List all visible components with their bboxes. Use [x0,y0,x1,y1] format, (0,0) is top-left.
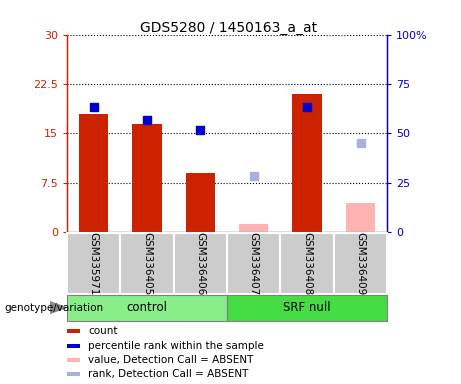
Text: SRF null: SRF null [284,301,331,314]
Text: count: count [88,326,118,336]
Bar [280,233,334,294]
Point [90,104,97,110]
Text: GDS5280 / 1450163_a_at: GDS5280 / 1450163_a_at [140,21,317,35]
Bar [67,295,227,321]
Point [303,104,311,110]
Bar [67,372,80,376]
Bar [334,233,387,294]
Text: GSM336405: GSM336405 [142,232,152,295]
Text: GSM335971: GSM335971 [89,232,99,295]
Bar [67,233,120,294]
Polygon shape [50,302,66,313]
Point [143,117,151,123]
Text: percentile rank within the sample: percentile rank within the sample [88,341,264,351]
Point [357,140,364,146]
Bar [120,233,174,294]
Bar [227,295,387,321]
Text: GSM336406: GSM336406 [195,232,205,295]
Text: rank, Detection Call = ABSENT: rank, Detection Call = ABSENT [88,369,248,379]
Bar [67,329,80,333]
Text: GSM336408: GSM336408 [302,232,312,295]
Bar [239,224,268,232]
Bar [346,203,375,232]
Bar [174,233,227,294]
Text: GSM336409: GSM336409 [355,232,366,295]
Bar [227,233,280,294]
Bar [67,358,80,362]
Bar [67,344,80,348]
Text: control: control [126,301,167,314]
Bar [132,124,162,232]
Text: genotype/variation: genotype/variation [5,303,104,313]
Bar [292,94,322,232]
Text: GSM336407: GSM336407 [249,232,259,295]
Point [250,173,257,179]
Bar [186,173,215,232]
Point [197,127,204,133]
Text: value, Detection Call = ABSENT: value, Detection Call = ABSENT [88,355,254,365]
Bar [79,114,108,232]
